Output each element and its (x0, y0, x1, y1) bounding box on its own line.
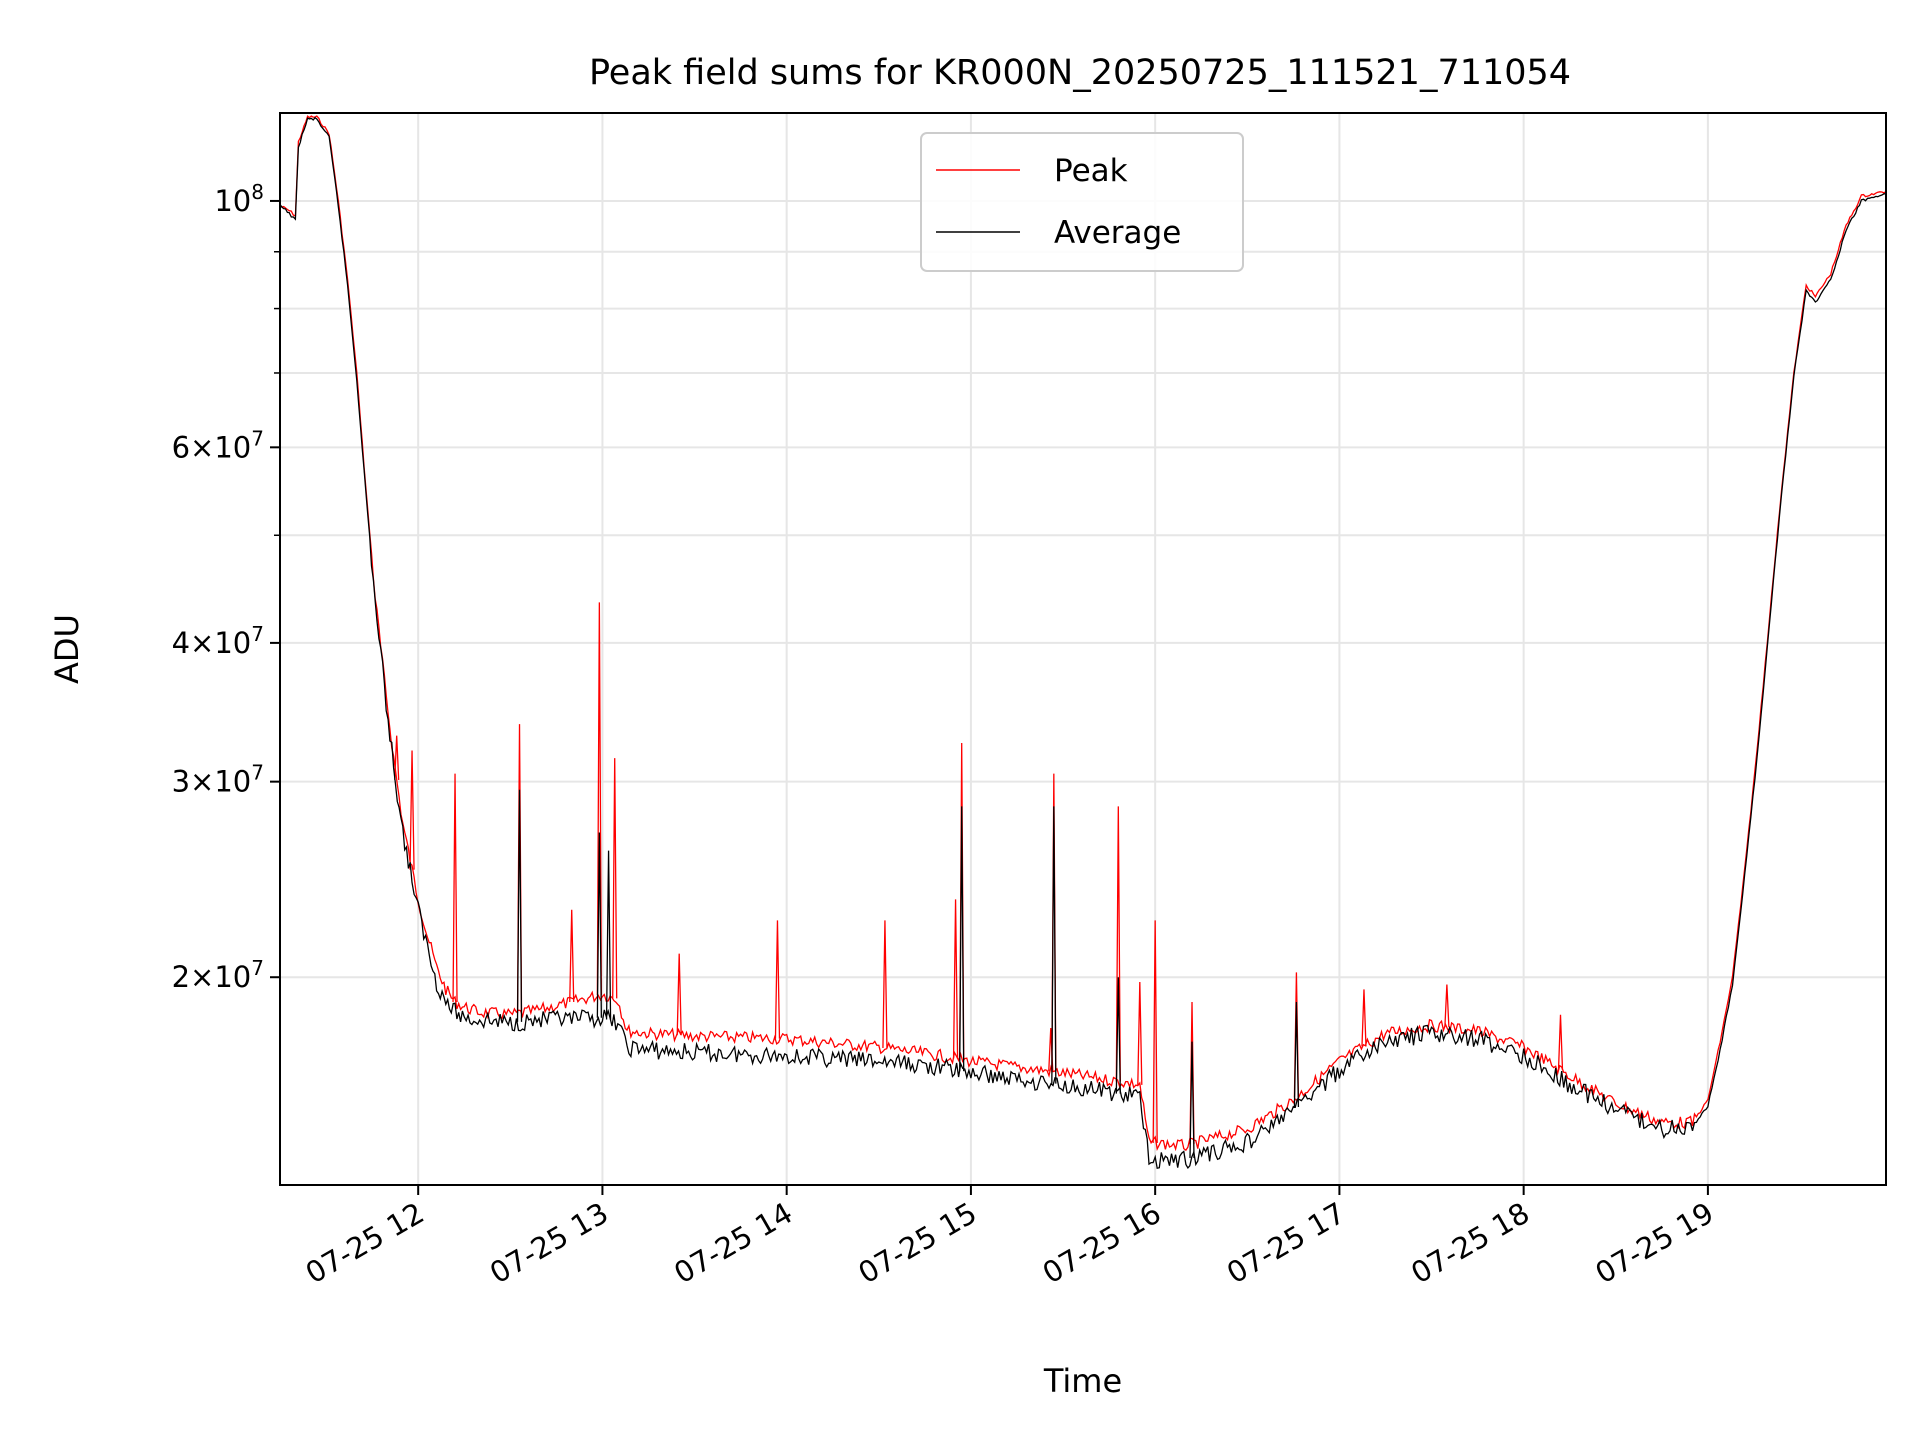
y-tick-label: 108 (214, 180, 264, 218)
series-spike-peak (1557, 1014, 1564, 1071)
series-spike-peak (394, 735, 400, 780)
legend-label-average: Average (1054, 215, 1181, 251)
series-spike-peak (1152, 920, 1158, 1143)
series-spike-peak (1115, 806, 1121, 1082)
series-spike-peak (952, 899, 959, 1059)
legend-box (920, 132, 1244, 272)
y-tick-label: 4×107 (172, 622, 264, 660)
series-spike-peak (1361, 989, 1367, 1047)
series-spike-average (605, 850, 612, 1020)
series-spike-peak (1444, 984, 1450, 1028)
series-spike-peak (882, 920, 888, 1049)
chart-title: Peak field sums for KR000N_20250725_1115… (589, 53, 1571, 93)
y-tick-label: 2×107 (172, 956, 264, 994)
plot-frame (279, 112, 1887, 1186)
legend-label-peak: Peak (1054, 153, 1128, 189)
series-layer (280, 115, 1886, 1169)
series-spike-average (1293, 1001, 1300, 1107)
y-tick-label: 3×107 (172, 761, 264, 799)
series-spike-peak (452, 773, 458, 1002)
series-line-peak (280, 115, 1886, 1152)
legend: Peak Average (920, 132, 1244, 272)
series-spike-peak (676, 953, 682, 1036)
x-axis-label: Time (1043, 1362, 1122, 1400)
series-spike-peak (774, 920, 781, 1039)
y-axis: 2×107 3×107 4×107 6×107 108 (172, 180, 280, 994)
series-line-average (280, 116, 1886, 1169)
series-spike-average (959, 806, 965, 1072)
series-spike-average (1115, 977, 1121, 1094)
series-spike-peak (409, 750, 415, 870)
y-axis-label: ADU (48, 614, 86, 684)
series-spike-average (1051, 806, 1057, 1084)
series-spike-peak (612, 758, 618, 999)
series-spike-peak (596, 602, 603, 996)
y-tick-label: 6×107 (172, 426, 264, 464)
series-spike-average (516, 789, 523, 1022)
series-spike-peak (1137, 982, 1143, 1085)
series-spike-average (1189, 1041, 1195, 1158)
grid (280, 113, 1886, 1185)
series-spike-peak (569, 909, 575, 1002)
series-spike-average (596, 832, 603, 1018)
